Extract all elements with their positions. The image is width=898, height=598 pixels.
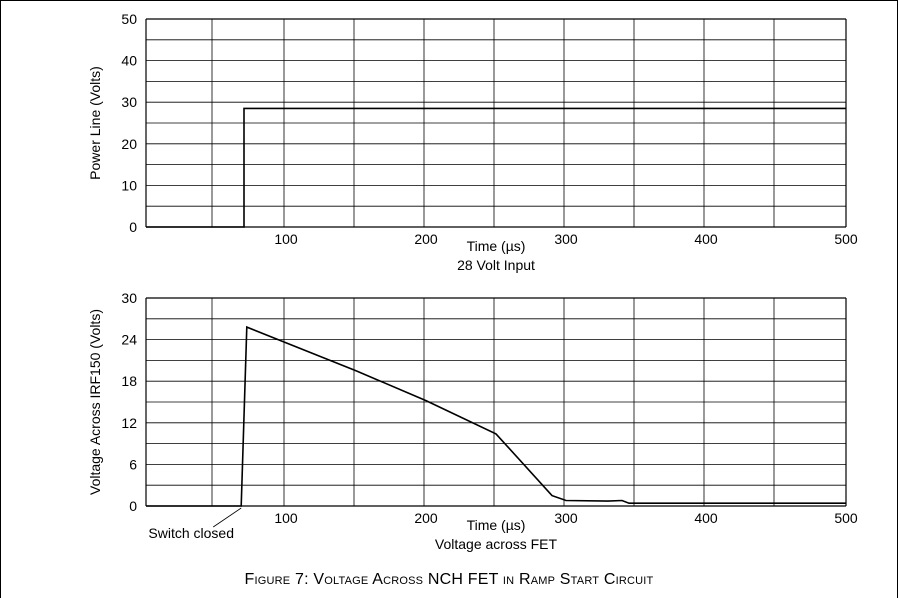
y-tick-label: 12: [121, 415, 137, 431]
power-line-chart: 0 10 20 30 40 50 100 200 300 400 500 Time (µs) 28 Vo…: [87, 11, 858, 273]
y-tick-label: 24: [121, 332, 137, 348]
annotation-label: Switch closed: [148, 525, 234, 541]
y-tick-label: 50: [121, 11, 137, 27]
y-tick-label: 20: [121, 136, 137, 152]
chart-title: 28 Volt Input: [457, 257, 535, 273]
annotation-leader: [212, 507, 242, 528]
figure-caption: Figure 7: Voltage Across NCH FET in Ramp…: [244, 571, 654, 588]
fet-voltage-chart: 0 6 12 18 24 30 100 200 300 400 500 Time (µs) Voltag…: [87, 290, 858, 552]
x-tick-label: 100: [274, 510, 298, 526]
x-tick-label: 500: [834, 231, 858, 247]
y-tick-label: 30: [121, 94, 137, 110]
y-tick-label: 40: [121, 53, 137, 69]
x-tick-label: 400: [694, 510, 718, 526]
x-axis-title: Time (µs): [467, 517, 526, 533]
y-axis-title: Voltage Across IRF150 (Volts): [87, 309, 103, 495]
y-tick-label: 18: [121, 373, 137, 389]
x-tick-label: 500: [834, 510, 858, 526]
x-tick-label: 100: [274, 231, 298, 247]
y-axis-title: Power Line (Volts): [87, 66, 103, 180]
series-line: [146, 325, 846, 507]
x-tick-label: 200: [414, 510, 438, 526]
y-tick-label: 6: [129, 456, 137, 472]
series-line: [146, 107, 846, 228]
y-tick-label: 0: [129, 498, 137, 514]
y-tick-label: 0: [129, 219, 137, 235]
x-tick-label: 400: [694, 231, 718, 247]
x-tick-label: 300: [554, 510, 578, 526]
x-axis-title: Time (µs): [467, 238, 526, 254]
chart-title: Voltage across FET: [435, 536, 558, 552]
x-tick-label: 200: [414, 231, 438, 247]
y-tick-label: 10: [121, 177, 137, 193]
x-tick-label: 300: [554, 231, 578, 247]
y-tick-label: 30: [121, 290, 137, 306]
